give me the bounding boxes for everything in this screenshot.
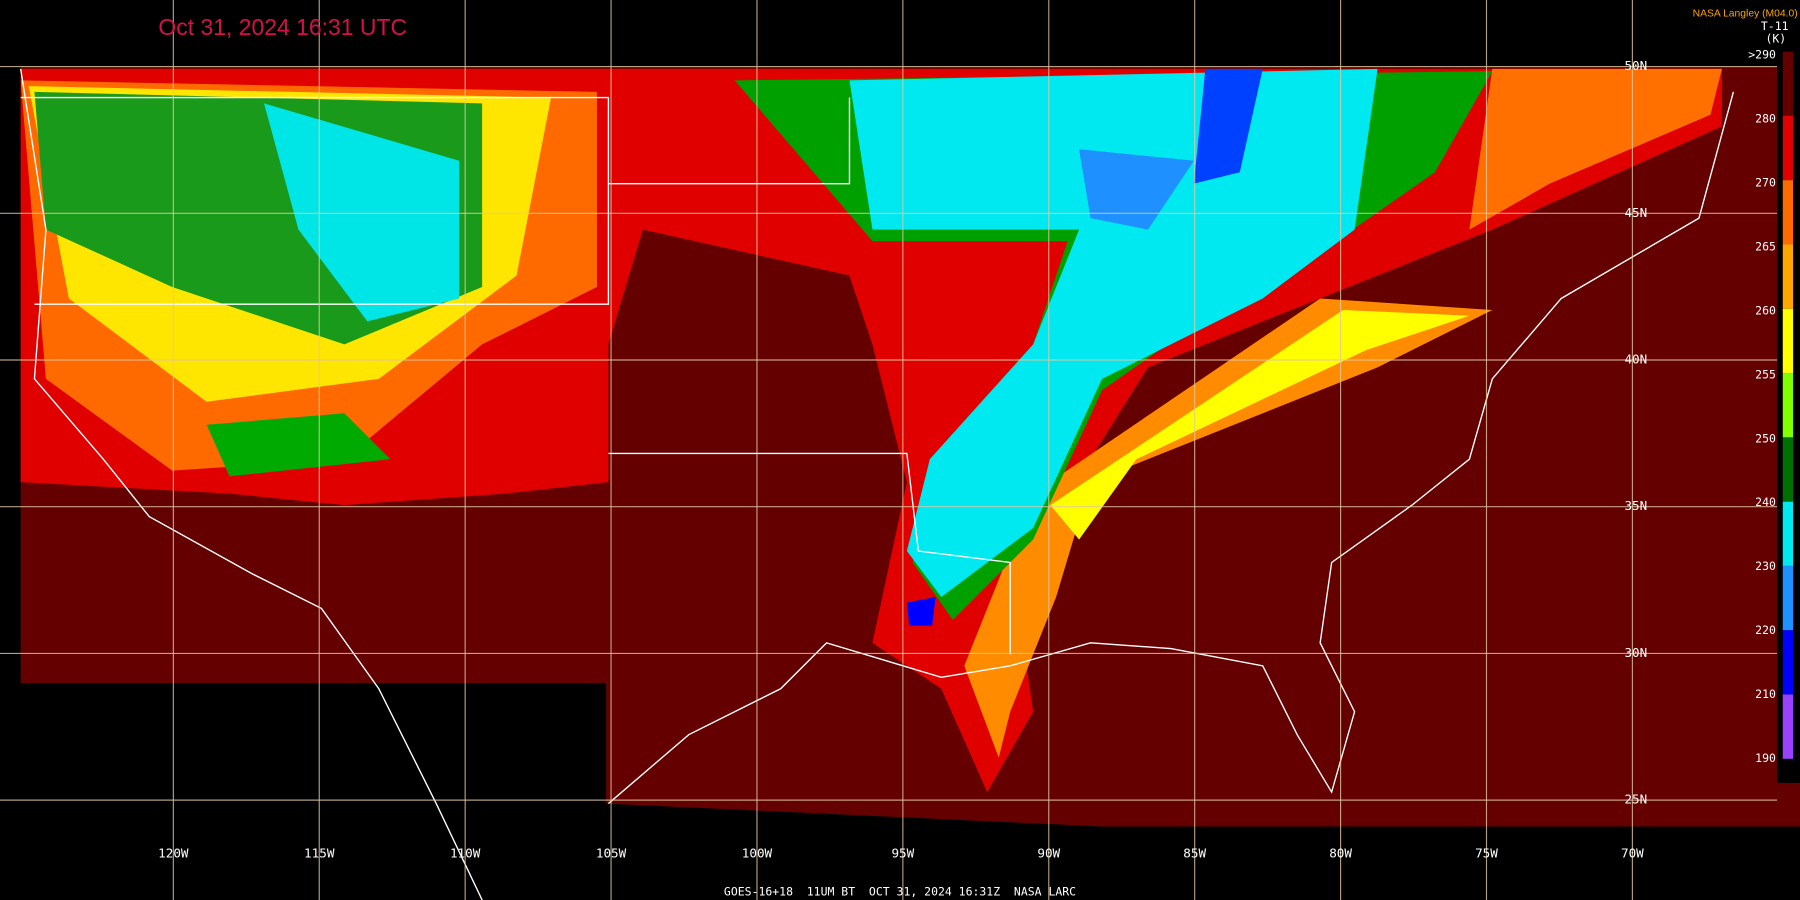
longitude-label: 70W (1621, 846, 1644, 861)
longitude-label: 120W (158, 846, 189, 861)
border (20, 96, 610, 305)
latitude-label: 40N (1624, 352, 1647, 367)
footer: GOES-16+18 11UM BT OCT 31, 2024 16:31Z N… (724, 884, 1076, 898)
colorbar-label: 230 (1755, 559, 1776, 573)
colorbar-label: 270 (1755, 175, 1776, 189)
border (608, 452, 1011, 655)
longitude-label: 80W (1329, 846, 1352, 861)
colorbar-label: 240 (1755, 495, 1776, 509)
colorbar-label: 280 (1755, 112, 1776, 126)
longitude-label: 75W (1475, 846, 1498, 861)
colorbar-label: 220 (1755, 623, 1776, 637)
timestamp-title: Oct 31, 2024 16:31 UTC (158, 14, 407, 40)
colorbar-label: 260 (1755, 303, 1776, 317)
longitude-label: 90W (1037, 846, 1060, 861)
longitude-label: 100W (742, 846, 773, 861)
latitude-label: 30N (1624, 645, 1647, 660)
latitude-label: 25N (1624, 792, 1647, 807)
cloud-orange (1469, 68, 1722, 230)
colorbar-unit: (K) (1766, 32, 1787, 46)
longitude-label: 95W (891, 846, 914, 861)
coastline (607, 91, 1735, 805)
border (608, 97, 851, 185)
colorbar-label: >290 (1748, 48, 1776, 62)
latitude-label: 45N (1624, 205, 1647, 220)
colorbar-label: 190 (1755, 751, 1776, 765)
latitude-label: 35N (1624, 498, 1647, 513)
colorbar-channel: T-11 (1761, 19, 1789, 33)
colorbar-label: 210 (1755, 687, 1776, 701)
colorbar-label: 250 (1755, 431, 1776, 445)
cloud-blue (906, 596, 936, 626)
colorbar-label: 265 (1755, 239, 1776, 253)
credit: NASA Langley (M04.0) (1693, 9, 1798, 20)
cloud-green (206, 413, 391, 477)
colorbar-label: 255 (1755, 367, 1776, 381)
cloud-cyan (264, 103, 460, 322)
latitude-label: 50N (1624, 58, 1647, 73)
cloud-cyan (849, 68, 1378, 597)
colorbar (1782, 51, 1794, 759)
cloud-blue (1079, 149, 1194, 230)
longitude-label: 115W (304, 846, 335, 861)
longitude-label: 85W (1183, 846, 1206, 861)
longitude-label: 105W (596, 846, 627, 861)
longitude-label: 110W (450, 846, 481, 861)
cloud-blue (1193, 68, 1263, 184)
cloud-yellow (1050, 309, 1470, 540)
